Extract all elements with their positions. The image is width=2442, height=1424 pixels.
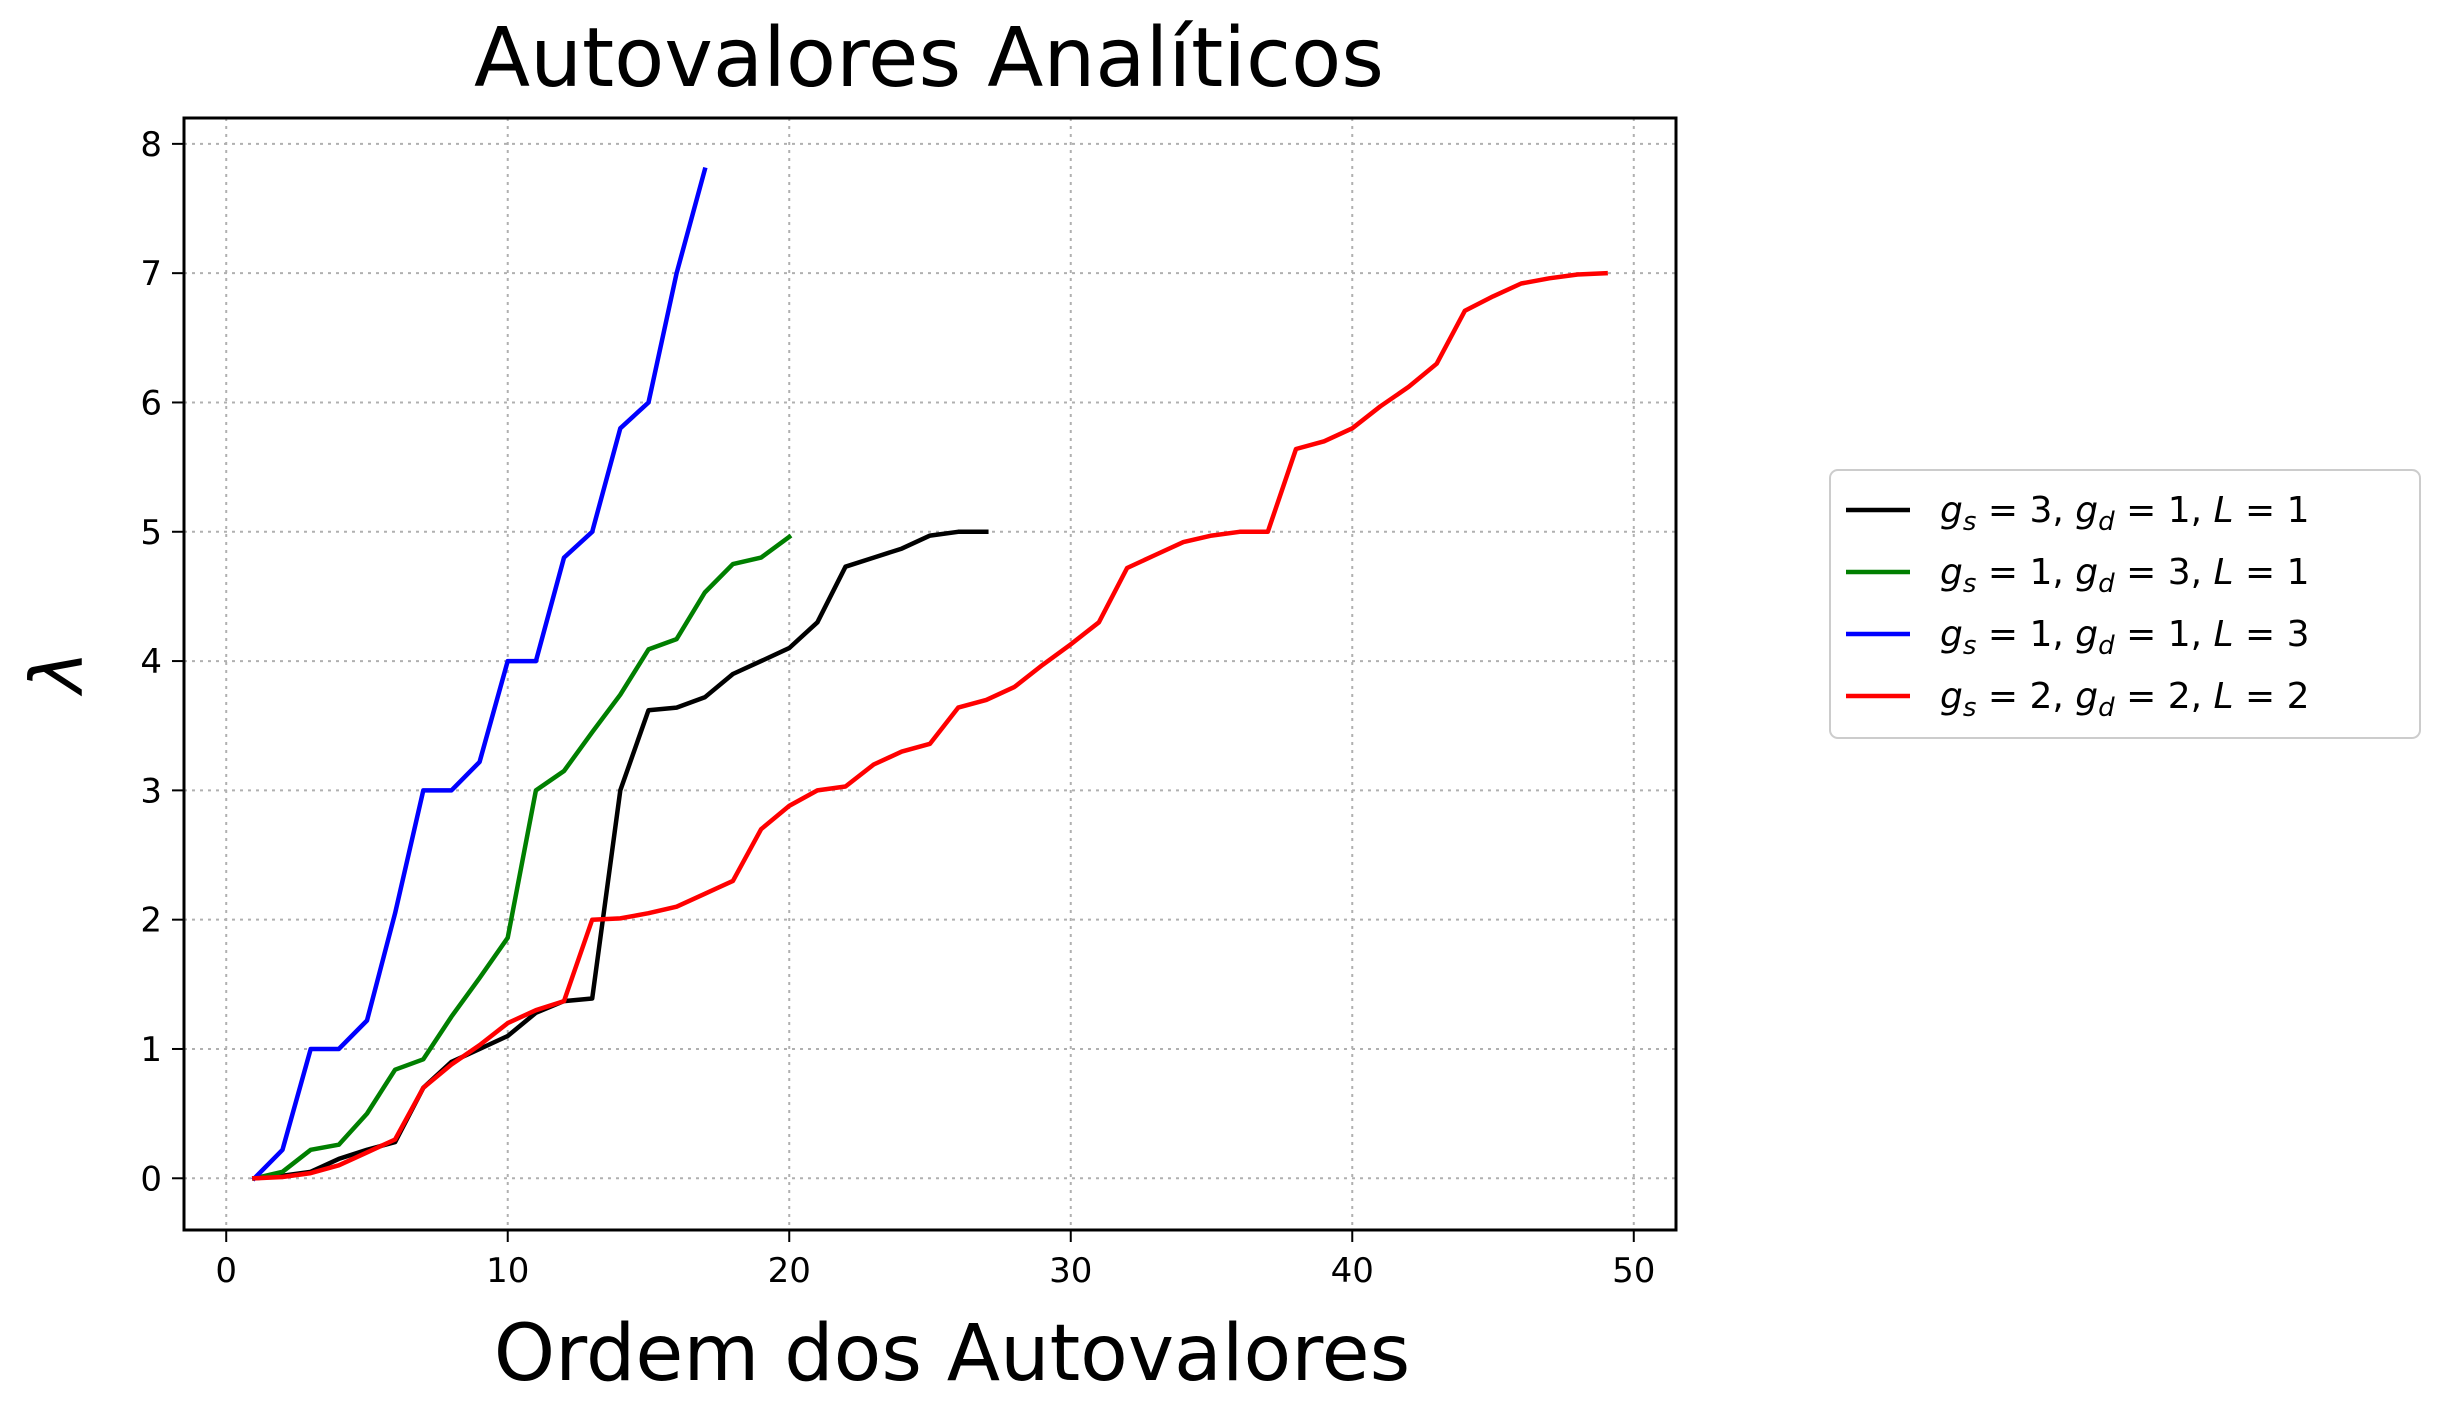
legend-value: 1 xyxy=(2168,490,2191,531)
series-layer xyxy=(251,166,1608,1182)
legend-box xyxy=(1829,469,2421,739)
legend: gs = 3, gd = 1, L = 1 gs = 1, gd = 3, L =… xyxy=(1829,469,2421,739)
legend-value: 3 xyxy=(2287,614,2310,655)
series-line-2 xyxy=(251,533,793,1181)
x-tick-label: 20 xyxy=(768,1251,811,1291)
legend-entry-3: gs = 1, gd = 1, L = 3 xyxy=(1940,614,2310,661)
series-line-1 xyxy=(251,529,989,1181)
y-tick-label: 0 xyxy=(140,1159,162,1199)
legend-value: 2 xyxy=(2287,676,2310,717)
y-tick-label: 1 xyxy=(140,1030,162,1070)
axis-ticks: 0 10 20 30 40 50 0 1 2 3 4 5 6 7 8 xyxy=(140,125,1655,1291)
y-tick-label: 6 xyxy=(140,383,162,423)
x-tick-label: 40 xyxy=(1331,1251,1374,1291)
x-axis-label: Ordem dos Autovalores xyxy=(494,1309,1410,1399)
legend-entry-2: gs = 1, gd = 3, L = 1 xyxy=(1940,552,2310,599)
x-tick-label: 0 xyxy=(215,1251,237,1291)
y-tick-label: 5 xyxy=(140,513,162,553)
legend-value: 1 xyxy=(2168,614,2191,655)
y-tick-label: 7 xyxy=(140,254,162,294)
chart-title: Autovalores Analíticos xyxy=(474,11,1384,106)
y-tick-label: 8 xyxy=(140,125,162,165)
series-line-3 xyxy=(251,166,708,1182)
legend-value: 2 xyxy=(2168,676,2191,717)
y-axis-label: λ xyxy=(15,651,99,698)
legend-value: 2 xyxy=(2029,676,2052,717)
x-tick-label: 50 xyxy=(1612,1251,1655,1291)
x-tick-label: 10 xyxy=(486,1251,529,1291)
legend-entry-1: gs = 3, gd = 1, L = 1 xyxy=(1940,490,2310,537)
legend-value: 1 xyxy=(2029,614,2052,655)
legend-value: 3 xyxy=(2029,490,2052,531)
series-line-4 xyxy=(252,270,1608,1181)
x-tick-label: 30 xyxy=(1049,1251,1092,1291)
legend-value: 1 xyxy=(2287,490,2310,531)
y-tick-label: 2 xyxy=(140,901,162,941)
legend-value: 1 xyxy=(2287,552,2310,593)
y-tick-label: 4 xyxy=(140,642,162,682)
legend-value: 1 xyxy=(2029,552,2052,593)
y-tick-label: 3 xyxy=(140,771,162,811)
legend-value: 3 xyxy=(2168,552,2191,593)
legend-entry-4: gs = 2, gd = 2, L = 2 xyxy=(1940,676,2310,723)
plot-area-frame xyxy=(182,116,1678,1232)
